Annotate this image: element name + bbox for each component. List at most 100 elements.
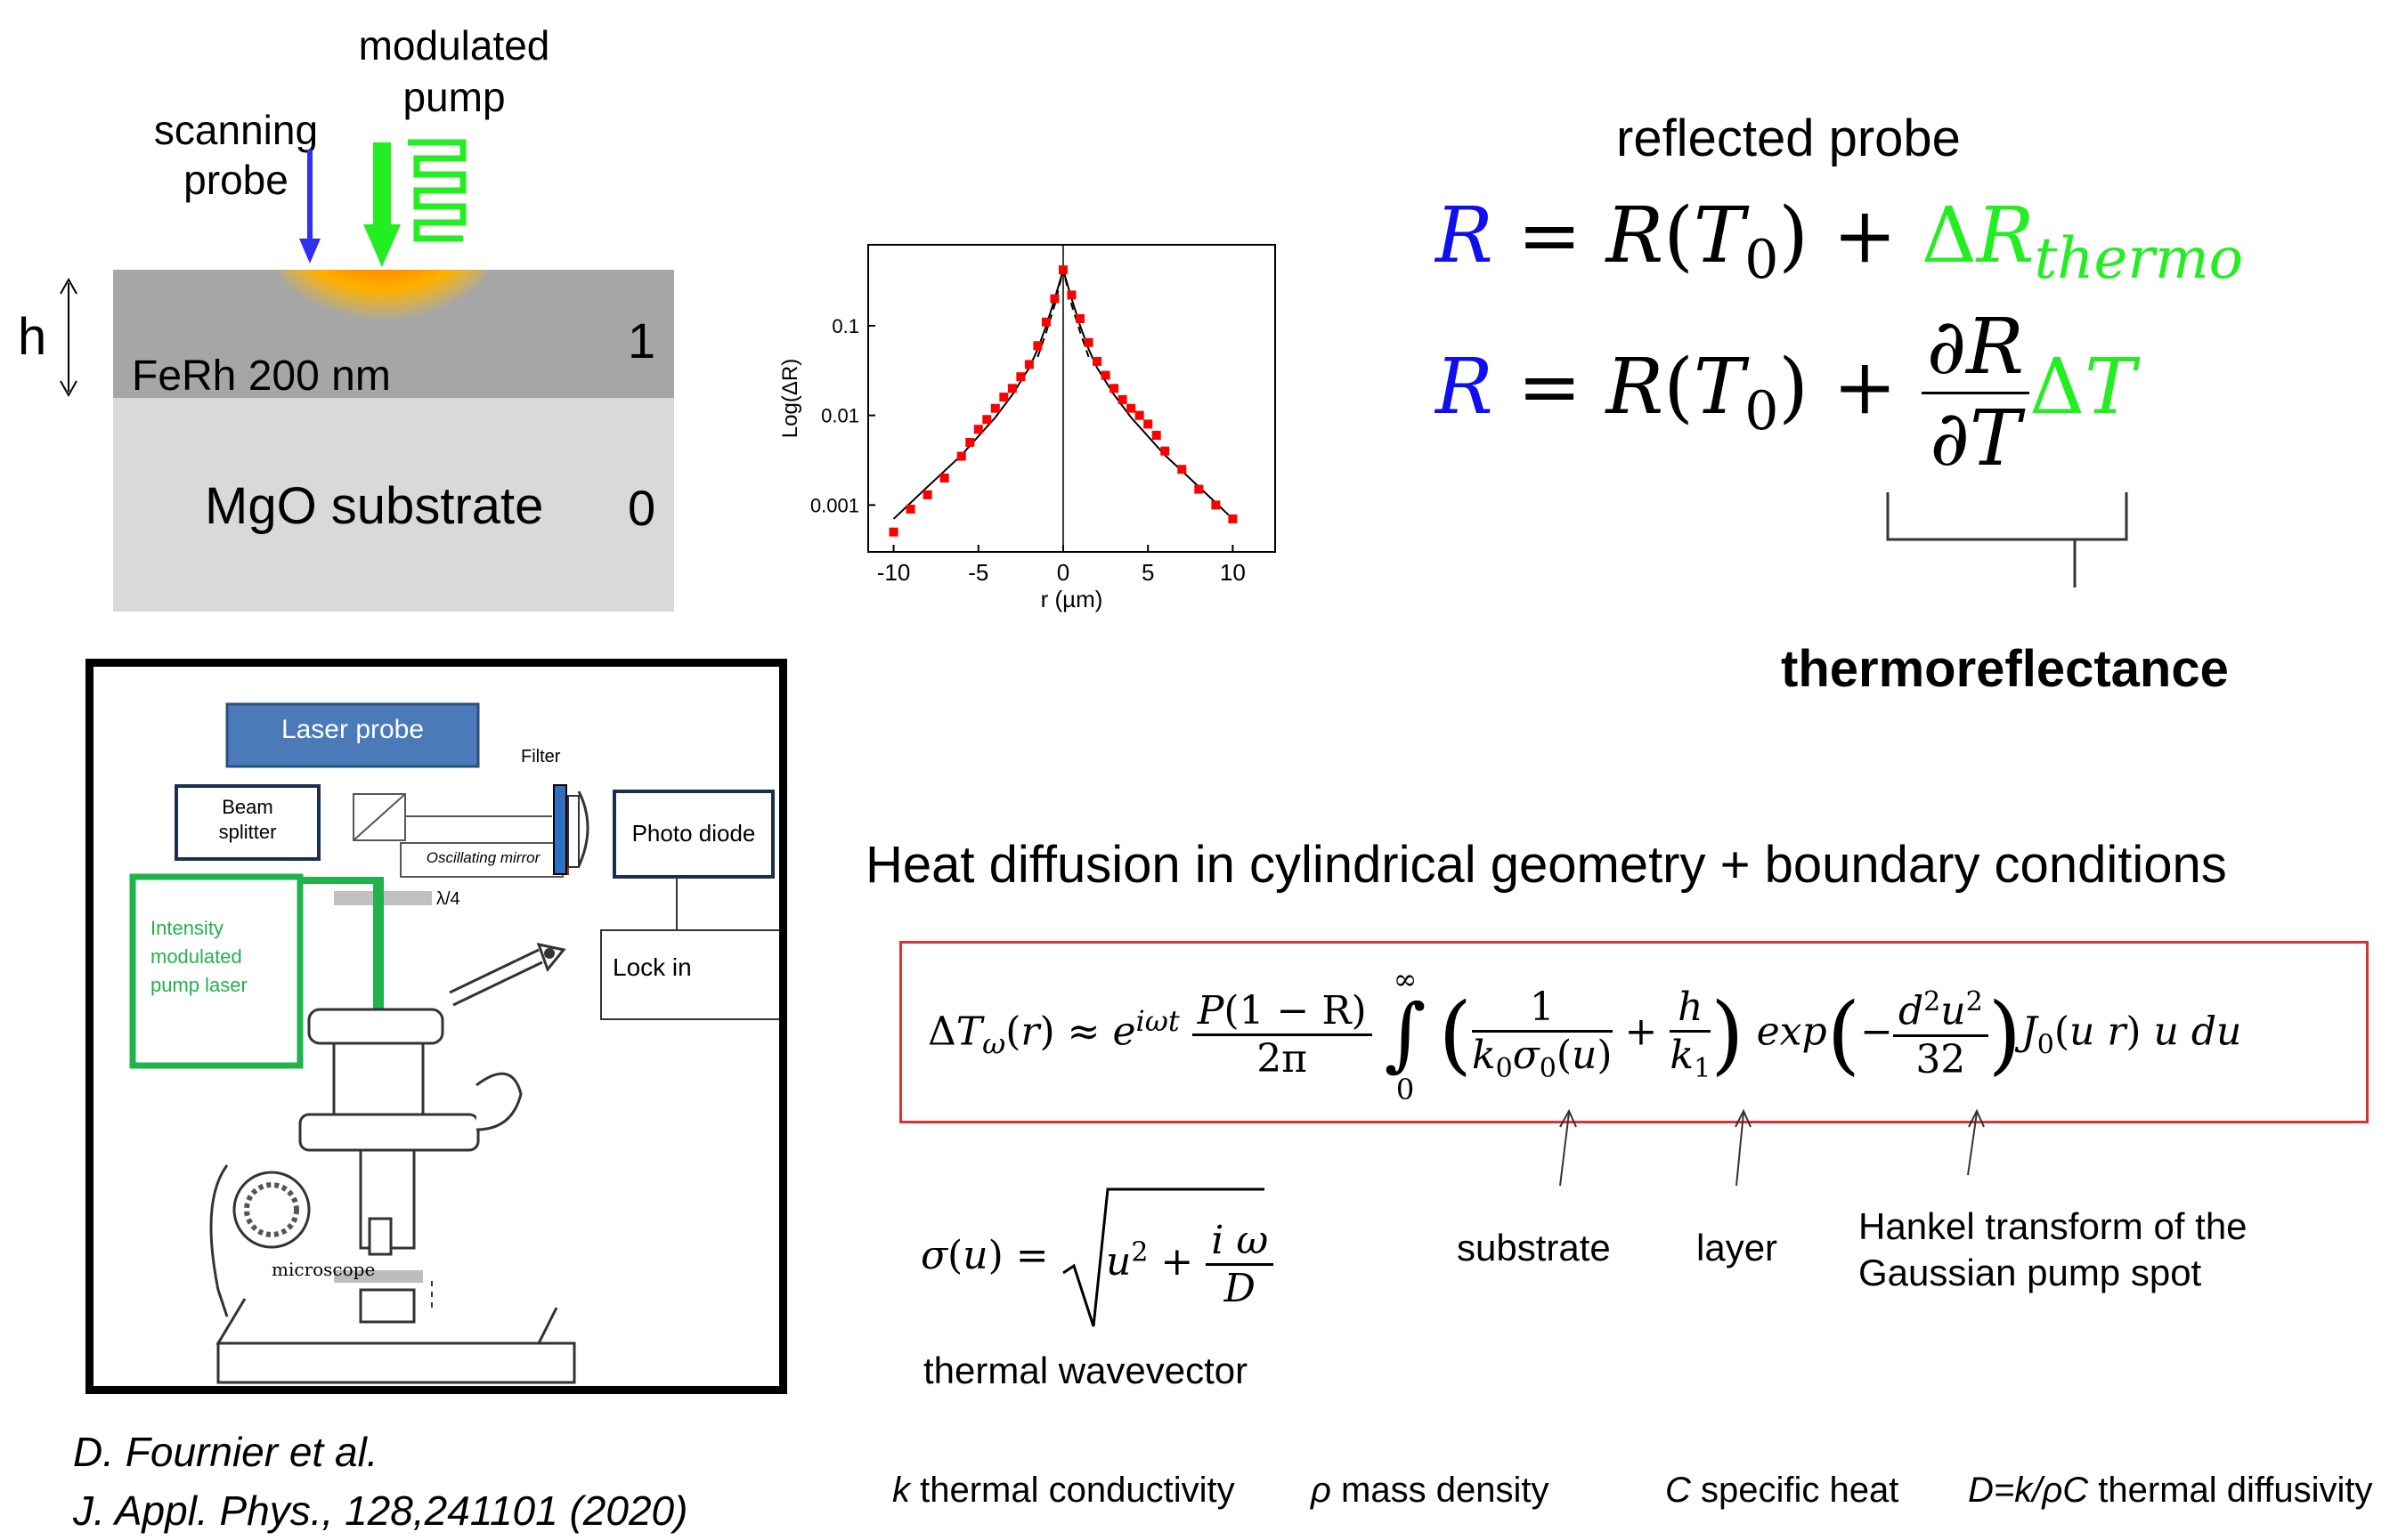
data-point [1143,419,1153,429]
legend-c-text: specific heat [1690,1471,1899,1510]
setup-drawing [129,702,779,1384]
data-point [1067,290,1077,300]
y-tick-label: 0.1 [832,315,859,337]
layer-annotation: layer [1696,1227,1778,1268]
laser-probe-label: Laser probe [280,715,425,744]
data-point [1160,446,1170,456]
substrate-label: MgO substrate [205,477,544,535]
annotation-arrows [1559,1108,1985,1187]
data-point [1016,372,1026,382]
x-tick-label: -10 [877,559,911,586]
legend-d: D=k/ρC thermal diffusivity [1968,1471,2373,1511]
citation: D. Fournier et al. J. Appl. Phys., 128,2… [73,1422,687,1540]
data-point [1101,370,1110,380]
beam-splitter-line1: Beam [222,796,273,818]
data-point [1007,384,1017,393]
scanning-probe-label: scanning probe [134,105,338,205]
data-point [956,451,966,461]
beam-splitter-line2: splitter [218,821,277,843]
data-point [1110,384,1119,393]
lambda4-label: λ/4 [436,889,460,909]
pump-laser-line2: modulated [150,945,242,968]
lock-in-box [600,929,779,1020]
chart-frame [867,244,1276,553]
thermoreflectance-label: thermoreflectance [1781,640,2229,698]
y-axis-label: Log(ΔR) [778,359,802,438]
heat-spot [280,270,485,372]
data-point [906,504,915,514]
pump-arrow [373,142,391,231]
substrate-annotation: substrate [1457,1227,1611,1268]
hankel-line2: Gaussian pump spot [1858,1252,2202,1293]
modulated-pump-label: modulated pump [321,20,588,123]
data-point [939,474,949,483]
heat-diffusion-title: Heat diffusion in cylindrical geometry +… [866,836,2227,894]
lock-in-label: Lock in [613,953,692,981]
laser-probe-box [225,702,480,768]
legend-d-text: thermal diffusivity [2088,1471,2373,1510]
data-point [990,403,1000,413]
data-point [1033,341,1043,351]
scanning-probe-line1: scanning [153,107,319,153]
data-point [1058,265,1068,275]
data-point [1076,313,1085,323]
citation-journal: J. Appl. Phys., 128,241101 (2020) [73,1487,688,1534]
scanning-probe-line2: probe [183,157,289,203]
citation-authors: D. Fournier et al. [73,1429,378,1475]
legend-k-text: thermal conductivity [910,1471,1235,1510]
data-point [1177,465,1187,474]
substrate-block [113,398,674,612]
data-point [1126,403,1136,413]
data-point [965,437,975,447]
profile-chart: -10 -5 0 5 10 0.001 0.01 0.1 r (µm) Log(ΔR) [778,244,1276,612]
thermal-wavevector-label: thermal wavevector [923,1350,1248,1391]
legend-c-symbol: C [1665,1471,1691,1510]
data-point [1228,514,1238,523]
y-tick-label: 0.01 [821,405,859,427]
setup-schematic: Laser probe Filter Beam splitter Oscilla… [85,659,787,1394]
data-point [999,393,1009,402]
legend-c: C specific heat [1665,1471,1898,1511]
data-point [982,415,992,425]
thickness-label: h [18,308,47,366]
pump-arrowhead [363,224,401,267]
data-point [1041,317,1051,327]
stage [334,1270,423,1283]
data-point [1211,500,1221,510]
reflected-probe-label: reflected probe [1616,109,1961,167]
hankel-equation-box [899,941,2369,1123]
layer-index: 1 [628,312,656,369]
legend-rho-text: mass density [1330,1471,1549,1510]
pump-laser-label: Intensity modulated pump laser [150,914,248,1000]
equation-r-delta: R = R(T0) + ΔRthermo [1435,191,2244,293]
oscillating-mirror-label: Oscillating mirror [426,849,541,866]
photo-diode-box [613,790,775,879]
data-point [1151,430,1161,440]
filter-element [553,784,567,875]
data-point [973,425,983,434]
x-axis-label: r (µm) [1041,586,1103,612]
x-tick-label: 10 [1220,559,1246,586]
microscope-base [216,1341,576,1384]
x-tick-label: 5 [1142,559,1154,586]
data-point [1118,394,1127,404]
microscope-label: microscope [272,1259,376,1280]
photo-diode-label: Photo diode [631,820,756,847]
legend-rho-symbol: ρ [1311,1471,1331,1510]
probe-arrowhead [299,239,321,263]
filter-label: Filter [521,747,561,766]
equation-r-derivative: R = R(T0) + ∂R ∂T ΔT [1435,303,2136,483]
layer-label: FeRh 200 nm [132,353,391,400]
modulated-pump-line1: modulated [358,22,550,69]
pump-laser-line3: pump laser [150,974,248,996]
data-point [1194,484,1204,494]
data-point [1093,357,1102,367]
legend-k: k thermal conductivity [892,1471,1235,1511]
sample-sketch [60,139,674,612]
x-tick-label: 0 [1057,559,1069,586]
hankel-annotation: Hankel transform of the Gaussian pump sp… [1858,1204,2247,1296]
legend-k-symbol: k [892,1471,910,1510]
thermoreflectance-brace [1886,492,2128,588]
data-point [1050,294,1060,304]
